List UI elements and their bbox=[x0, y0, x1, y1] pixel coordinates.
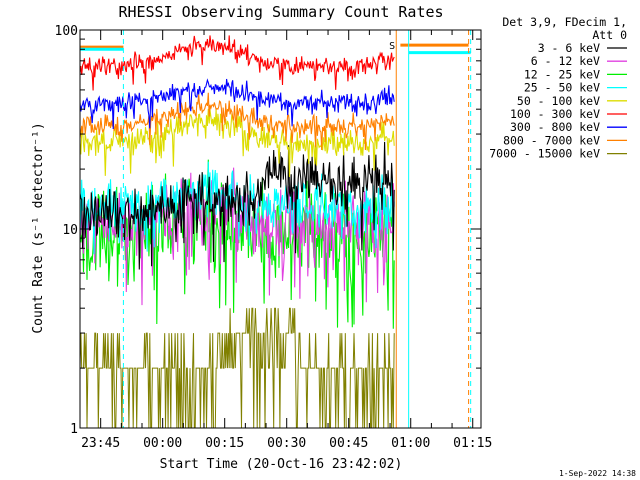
legend-label: 100 - 300 keV bbox=[510, 107, 600, 121]
series-line-100-300-kev bbox=[80, 35, 395, 91]
y-axis-label: Count Rate (s⁻¹ detector⁻¹) bbox=[31, 122, 46, 333]
x-tick-label: 00:30 bbox=[267, 436, 306, 451]
y-tick-label: 1 bbox=[70, 422, 78, 437]
x-tick-label: 01:00 bbox=[391, 436, 430, 451]
timestamp: 1-Sep-2022 14:38 bbox=[559, 469, 636, 478]
legend-header-line2: Att 0 bbox=[592, 28, 627, 42]
legend-label: 300 - 800 keV bbox=[510, 120, 600, 134]
legend-label: 25 - 50 keV bbox=[524, 81, 600, 95]
series-line-300-800-kev bbox=[80, 78, 395, 130]
legend-header-line1: Det 3,9, FDecim 1, bbox=[502, 15, 627, 29]
x-tick-label: 23:45 bbox=[81, 436, 120, 451]
x-tick-label: 00:15 bbox=[205, 436, 244, 451]
plot-area: S bbox=[79, 30, 472, 428]
axes: 1 10 100 23:45 00:00 00:15 00:30 00:45 01:00 01:1… bbox=[55, 24, 493, 451]
chart-title: RHESSI Observing Summary Count Rates bbox=[118, 3, 443, 21]
legend-label: 800 - 7000 keV bbox=[503, 133, 600, 147]
series-line-50-100-kev bbox=[80, 108, 395, 178]
series-line-3-6-kev bbox=[80, 141, 395, 270]
legend-label: 3 - 6 keV bbox=[538, 41, 600, 55]
series-line-25-50-kev bbox=[80, 161, 395, 255]
s-marker: S bbox=[389, 41, 395, 52]
x-tick-label: 00:45 bbox=[329, 436, 368, 451]
legend-label: 50 - 100 keV bbox=[517, 94, 600, 108]
series-line-800-7000-kev bbox=[80, 92, 395, 151]
legend-label: 7000 - 15000 keV bbox=[489, 147, 600, 161]
legend-label: 6 - 12 keV bbox=[531, 54, 600, 68]
series-line-7000-15000-kev bbox=[80, 307, 395, 428]
x-tick-label: 00:00 bbox=[143, 436, 182, 451]
legend-label: 12 - 25 keV bbox=[524, 67, 600, 81]
y-tick-label: 100 bbox=[55, 24, 78, 39]
x-tick-label: 01:15 bbox=[453, 436, 492, 451]
y-tick-label: 10 bbox=[62, 223, 78, 238]
x-axis-label: Start Time (20-Oct-16 23:42:02) bbox=[160, 457, 403, 472]
